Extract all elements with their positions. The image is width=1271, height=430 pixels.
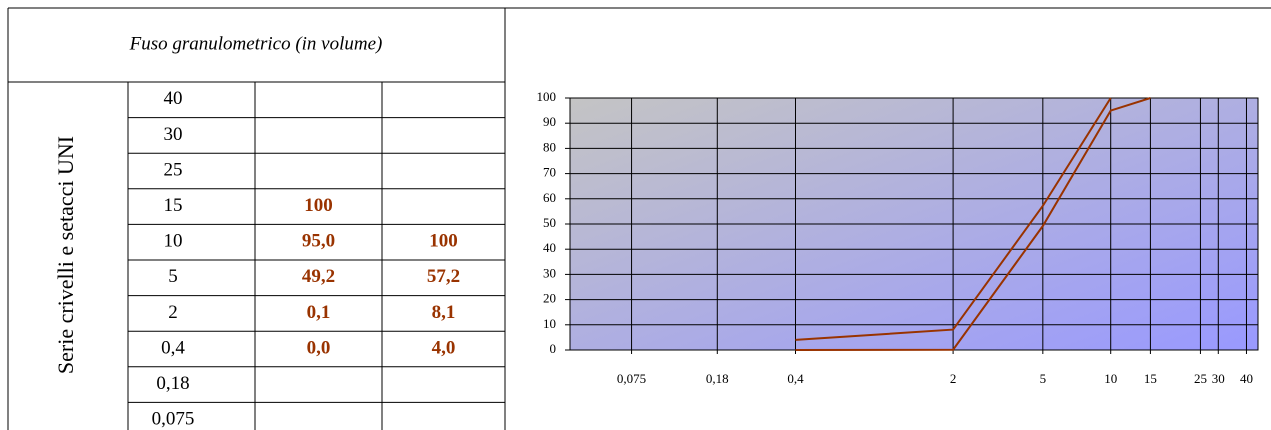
sieve-size: 0,4 xyxy=(161,337,185,358)
x-tick-label: 2 xyxy=(950,371,957,386)
series-line xyxy=(795,97,1151,351)
sieve-size: 30 xyxy=(164,124,183,145)
sieve-size: 15 xyxy=(164,195,183,216)
sieve-size: 25 xyxy=(164,159,183,180)
side-label: Serie crivelli e setacci UNI xyxy=(53,136,78,374)
y-tick-label: 30 xyxy=(543,265,556,280)
x-tick-label: 10 xyxy=(1104,371,1117,386)
y-tick-label: 80 xyxy=(543,139,556,154)
table-title: Fuso granulometrico (in volume) xyxy=(129,33,383,54)
x-tick-label: 30 xyxy=(1212,371,1225,386)
sieve-size: 0,075 xyxy=(152,409,195,430)
x-tick-label: 15 xyxy=(1144,371,1157,386)
sieve-size: 5 xyxy=(168,266,178,287)
x-tick-label: 0,4 xyxy=(787,371,804,386)
y-tick-label: 20 xyxy=(543,291,556,306)
x-tick-label: 0,18 xyxy=(706,371,729,386)
limit-value: 57,2 xyxy=(427,266,460,287)
y-tick-label: 40 xyxy=(543,240,556,255)
x-tick-label: 5 xyxy=(1040,371,1047,386)
x-tick-label: 25 xyxy=(1194,371,1207,386)
limit-value: 0,1 xyxy=(307,302,331,323)
x-tick-label: 0,075 xyxy=(617,371,646,386)
x-tick-label: 40 xyxy=(1240,371,1253,386)
series-line xyxy=(795,97,1112,341)
limit-value: 100 xyxy=(429,231,458,252)
limit-value: 8,1 xyxy=(432,302,456,323)
limit-value: 0,0 xyxy=(307,337,331,358)
limit-value: 95,0 xyxy=(302,231,335,252)
sieve-size: 10 xyxy=(164,231,183,252)
sieve-size: 40 xyxy=(164,88,183,109)
y-tick-label: 60 xyxy=(543,190,556,205)
y-tick-label: 70 xyxy=(543,165,556,180)
y-tick-label: 100 xyxy=(537,89,557,104)
y-tick-label: 90 xyxy=(543,114,556,129)
sieve-size: 2 xyxy=(168,302,178,323)
limit-value: 4,0 xyxy=(432,337,456,358)
y-tick-label: 0 xyxy=(550,341,557,356)
sieve-size: 0,18 xyxy=(156,373,189,394)
y-tick-label: 10 xyxy=(543,316,556,331)
table: Fuso granulometrico (in volume) Serie cri… xyxy=(7,7,505,430)
limit-value: 100 xyxy=(304,195,333,216)
limit-value: 49,2 xyxy=(302,266,335,287)
y-tick-label: 50 xyxy=(543,215,556,230)
